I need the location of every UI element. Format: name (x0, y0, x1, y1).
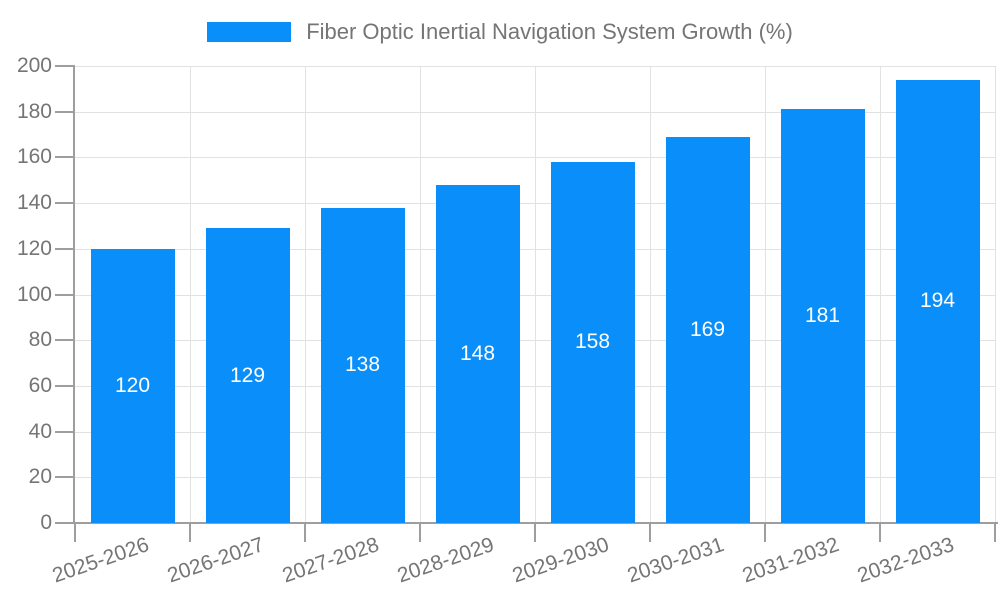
x-tick-label: 2025-2026 (49, 533, 152, 588)
legend[interactable]: Fiber Optic Inertial Navigation System G… (0, 19, 1000, 44)
y-tick-label: 160 (16, 145, 52, 169)
x-tick-label: 2028-2029 (394, 533, 497, 588)
y-axis-tick (55, 384, 75, 387)
y-axis-tick (55, 247, 75, 250)
bar-value-label: 138 (344, 353, 381, 377)
gridline-vertical (535, 66, 536, 523)
y-tick-label: 20 (28, 465, 52, 489)
bar-2025-2026 (90, 248, 175, 523)
gridline-vertical (995, 66, 996, 523)
gridline-vertical (650, 66, 651, 523)
x-tick-label: 2032-2033 (854, 533, 957, 588)
bar-value-label: 194 (919, 289, 956, 313)
gridline-vertical (880, 66, 881, 523)
bar-value-label: 148 (459, 341, 496, 365)
x-axis-tick (74, 523, 76, 542)
y-axis-tick (55, 522, 75, 524)
bar-2032-2033 (895, 79, 980, 523)
y-tick-label: 40 (28, 419, 52, 443)
x-axis-tick (189, 523, 191, 542)
y-axis-tick (55, 202, 75, 205)
y-axis-tick (55, 156, 75, 159)
y-tick-label: 80 (28, 328, 52, 352)
bar-2028-2029 (435, 184, 520, 523)
bar-value-label: 169 (689, 317, 726, 341)
bar-value-label: 129 (229, 363, 266, 387)
y-axis-tick (55, 110, 75, 113)
x-tick-label: 2031-2032 (739, 533, 842, 588)
x-tick-label: 2027-2028 (279, 533, 382, 588)
gridline-vertical (765, 66, 766, 523)
bar-value-label: 158 (574, 330, 611, 354)
y-axis-tick (55, 430, 75, 433)
x-tick-label: 2030-2031 (624, 533, 727, 588)
y-tick-label: 180 (16, 99, 52, 123)
x-axis-tick (649, 523, 651, 542)
gridline-vertical (190, 66, 191, 523)
legend-swatch (207, 22, 292, 42)
y-tick-label: 100 (16, 282, 52, 306)
y-tick-label: 0 (40, 511, 52, 534)
legend-label: Fiber Optic Inertial Navigation System G… (306, 19, 793, 44)
y-tick-label: 200 (16, 54, 52, 77)
x-tick-label: 2029-2030 (509, 533, 612, 588)
bar-value-label: 120 (114, 373, 151, 397)
bar-2029-2030 (550, 161, 635, 523)
x-axis-tick (764, 523, 766, 542)
x-axis-tick (994, 523, 996, 542)
gridline-vertical (420, 66, 421, 523)
y-axis-tick (55, 65, 75, 67)
bar-value-label: 181 (804, 304, 841, 328)
bar-2027-2028 (320, 207, 405, 523)
bar-2030-2031 (665, 136, 750, 523)
y-axis-tick (55, 339, 75, 342)
bar-2026-2027 (205, 228, 290, 523)
bar-2031-2032 (780, 109, 865, 523)
y-axis-tick (55, 293, 75, 296)
y-tick-label: 120 (16, 236, 52, 260)
y-tick-label: 140 (16, 191, 52, 215)
y-tick-label: 60 (28, 373, 52, 397)
x-axis-tick (304, 523, 306, 542)
y-axis-tick (55, 476, 75, 479)
x-axis-tick (419, 523, 421, 542)
gridline-vertical (305, 66, 306, 523)
x-axis-tick (879, 523, 881, 542)
x-tick-label: 2026-2027 (164, 533, 267, 588)
x-axis-tick (534, 523, 536, 542)
